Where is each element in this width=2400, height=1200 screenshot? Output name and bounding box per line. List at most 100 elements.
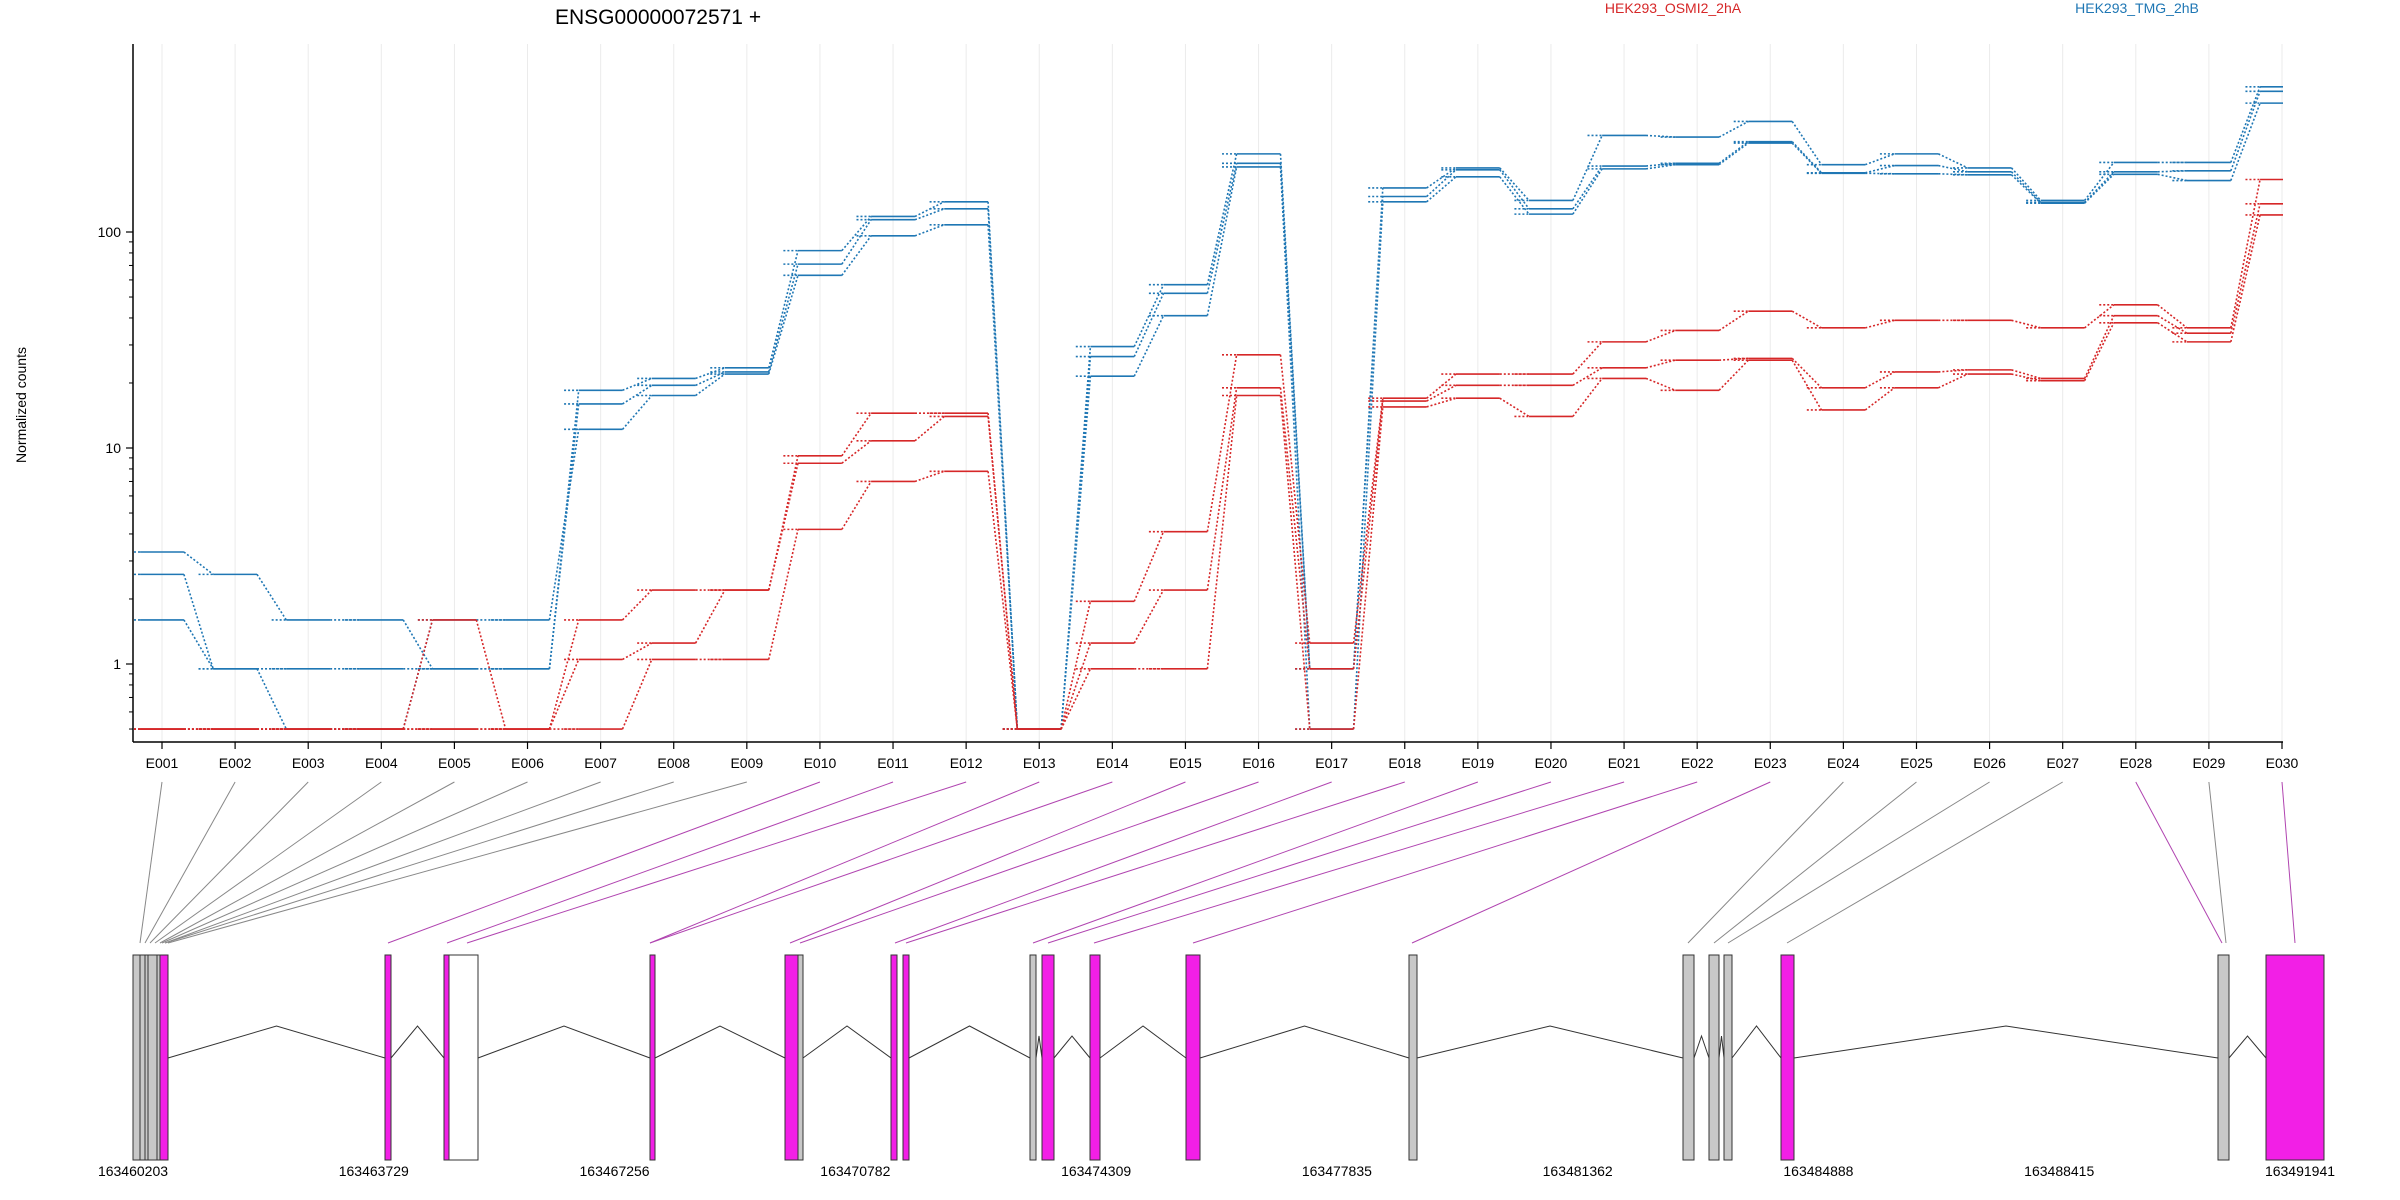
series-step <box>2084 173 2115 204</box>
x-tick-label-e023: E023 <box>1754 755 1787 771</box>
series-step <box>1572 168 1603 215</box>
genome-tick-label: 163491941 <box>2265 1163 2335 1179</box>
series-step <box>914 208 945 221</box>
exon-connector <box>154 781 382 944</box>
series-step <box>695 371 726 387</box>
x-tick-label-e027: E027 <box>2046 755 2079 771</box>
x-tick-label-e017: E017 <box>1315 755 1348 771</box>
series-step <box>1499 167 1530 201</box>
series-step <box>402 619 434 730</box>
exon-block <box>649 954 656 1161</box>
series-hek293-tmg-2hb-rep2 <box>134 90 2283 730</box>
series-step <box>2010 174 2042 204</box>
y-tick-label: 1 <box>113 656 121 672</box>
exon-connector <box>139 781 163 944</box>
series-step <box>1206 354 1238 532</box>
genome-tick-label: 163460203 <box>98 1163 168 1179</box>
series-step <box>1572 341 1603 375</box>
exon-connector <box>649 781 1113 944</box>
series-step <box>1791 357 1823 389</box>
series-step <box>1352 406 1384 730</box>
exon-block <box>797 954 804 1161</box>
series-step <box>256 668 287 730</box>
series-step <box>1426 176 1457 203</box>
series-step <box>1864 387 1896 411</box>
exon-connectors <box>139 781 2296 944</box>
series-step <box>1133 531 1165 602</box>
exon-block <box>1029 954 1037 1161</box>
intron-line <box>1793 1025 2219 1059</box>
genome-tick-label: 163481362 <box>1543 1163 1613 1179</box>
genome-tick-label: 163467256 <box>580 1163 650 1179</box>
x-tick-label-e029: E029 <box>2193 755 2226 771</box>
series-step <box>841 440 872 464</box>
exon-connector <box>905 781 1405 944</box>
series-step <box>2084 304 2115 329</box>
series-step <box>2083 161 2115 201</box>
exon-block <box>902 954 910 1161</box>
exon-connector <box>1192 781 1698 944</box>
y-axis: 1 10 100 <box>98 44 134 742</box>
x-tick-label-e021: E021 <box>1608 755 1641 771</box>
series-step <box>1938 164 1968 173</box>
intron-line <box>167 1025 386 1059</box>
series-step <box>1279 395 1311 730</box>
exon-block <box>784 954 799 1161</box>
series-step <box>767 529 799 660</box>
series-step <box>1718 141 1749 164</box>
exon-block <box>159 954 169 1161</box>
intron-line <box>390 1025 445 1059</box>
x-tick-label-e028: E028 <box>2119 755 2152 771</box>
x-tick-label-e011: E011 <box>877 755 909 771</box>
exon-connector <box>164 781 674 944</box>
intron-line <box>477 1025 651 1059</box>
series-step <box>1791 359 1823 411</box>
series-step <box>1572 165 1603 210</box>
exon-connector <box>149 781 309 944</box>
exon-block <box>2217 954 2230 1161</box>
series-step <box>914 224 945 237</box>
series-step <box>1572 367 1603 387</box>
series-step <box>1938 153 1969 169</box>
series-step <box>1718 142 1749 166</box>
series-step <box>622 384 653 405</box>
series-step <box>1352 400 1384 669</box>
x-tick-label-e015: E015 <box>1169 755 1202 771</box>
series-step <box>1645 134 1676 138</box>
exon-block <box>1708 954 1720 1161</box>
series-step <box>1499 397 1530 418</box>
x-tick-label-e020: E020 <box>1535 755 1568 771</box>
series-hek293-tmg-2hb-rep1 <box>134 86 2283 730</box>
series-step <box>2010 167 2042 201</box>
series-step <box>183 574 214 670</box>
series-step <box>1718 359 1749 391</box>
series-step <box>1279 387 1311 669</box>
series-step <box>1718 120 1749 138</box>
x-tick-label-e004: E004 <box>365 755 398 771</box>
x-tick-label-e006: E006 <box>511 755 544 771</box>
exon-connector <box>1032 781 1479 944</box>
exon-connector <box>789 781 1186 944</box>
series-step <box>548 429 580 621</box>
x-tick-label-e018: E018 <box>1388 755 1421 771</box>
intron-line <box>802 1025 892 1059</box>
exon-connector <box>446 781 894 944</box>
series-step <box>1718 310 1749 332</box>
genome-axis: 163460203 163463729 163467256 163470782 1634… <box>98 1163 2335 1179</box>
genome-tick-label: 163484888 <box>1783 1163 1853 1179</box>
series-step <box>767 455 799 591</box>
x-tick-label-e014: E014 <box>1096 755 1129 771</box>
series-step <box>1206 166 1238 316</box>
series-step <box>767 263 799 373</box>
exon-connector <box>161 781 528 944</box>
intron-line <box>654 1025 786 1059</box>
exon-connector <box>466 781 967 944</box>
x-axis: E001 E002 E003 E004 E005 E006 E007 E008 E009 E010… <box>133 741 2299 771</box>
series-step <box>2230 203 2261 334</box>
exon-connector <box>1093 781 1625 944</box>
exon-block <box>890 954 898 1161</box>
series-step <box>621 659 653 730</box>
genome-tick-label: 163488415 <box>2024 1163 2094 1179</box>
exon-block <box>1408 954 1418 1161</box>
